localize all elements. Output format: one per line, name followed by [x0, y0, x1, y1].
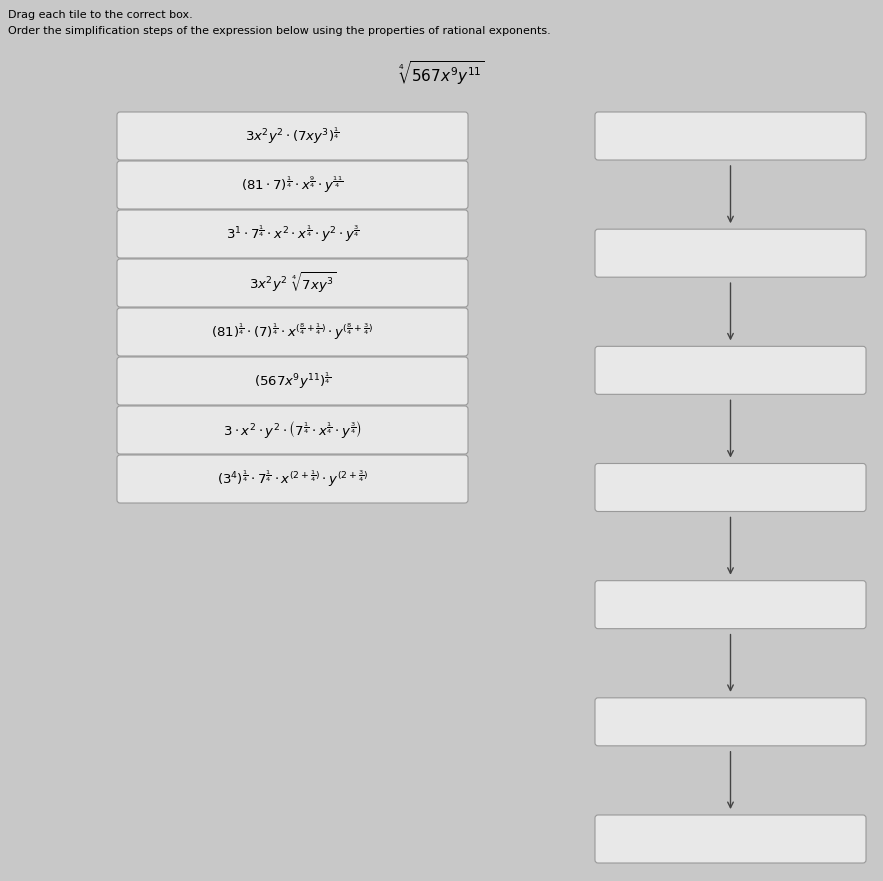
Text: $(567x^9y^{11})^{\frac{1}{4}}$: $(567x^9y^{11})^{\frac{1}{4}}$	[254, 371, 331, 391]
FancyBboxPatch shape	[595, 581, 866, 629]
Text: $(81 \cdot 7)^{\frac{1}{4}} \cdot x^{\frac{9}{4}} \cdot y^{\frac{11}{4}}$: $(81 \cdot 7)^{\frac{1}{4}} \cdot x^{\fr…	[241, 174, 343, 195]
FancyBboxPatch shape	[117, 161, 468, 209]
FancyBboxPatch shape	[117, 357, 468, 405]
FancyBboxPatch shape	[595, 698, 866, 746]
Text: $3 \cdot x^2 \cdot y^2 \cdot \left(7^{\frac{1}{4}} \cdot x^{\frac{1}{4}} \cdot y: $3 \cdot x^2 \cdot y^2 \cdot \left(7^{\f…	[223, 419, 362, 440]
FancyBboxPatch shape	[117, 308, 468, 356]
FancyBboxPatch shape	[595, 112, 866, 160]
Text: $\sqrt[4]{567x^9y^{11}}$: $\sqrt[4]{567x^9y^{11}}$	[398, 60, 485, 87]
FancyBboxPatch shape	[595, 229, 866, 278]
FancyBboxPatch shape	[595, 346, 866, 395]
Text: Order the simplification steps of the expression below using the properties of r: Order the simplification steps of the ex…	[8, 26, 551, 36]
FancyBboxPatch shape	[117, 406, 468, 454]
Text: $3x^2y^2\ \sqrt[4]{7xy^3}$: $3x^2y^2\ \sqrt[4]{7xy^3}$	[249, 270, 336, 295]
FancyBboxPatch shape	[595, 463, 866, 512]
Text: $3^1 \cdot 7^{\frac{1}{4}} \cdot x^2 \cdot x^{\frac{1}{4}} \cdot y^2 \cdot y^{\f: $3^1 \cdot 7^{\frac{1}{4}} \cdot x^2 \cd…	[226, 224, 359, 244]
FancyBboxPatch shape	[595, 815, 866, 863]
FancyBboxPatch shape	[117, 455, 468, 503]
Text: $(3^4)^{\frac{1}{4}} \cdot 7^{\frac{1}{4}} \cdot x^{(2+\frac{1}{4})} \cdot y^{(2: $(3^4)^{\frac{1}{4}} \cdot 7^{\frac{1}{4…	[217, 469, 368, 489]
FancyBboxPatch shape	[117, 112, 468, 160]
FancyBboxPatch shape	[117, 210, 468, 258]
Text: $3x^2y^2 \cdot (7xy^3)^{\frac{1}{4}}$: $3x^2y^2 \cdot (7xy^3)^{\frac{1}{4}}$	[245, 126, 340, 146]
Text: $(81)^{\frac{1}{4}} \cdot (7)^{\frac{1}{4}} \cdot x^{(\frac{8}{4}+\frac{1}{4})} : $(81)^{\frac{1}{4}} \cdot (7)^{\frac{1}{…	[211, 322, 374, 342]
FancyBboxPatch shape	[117, 259, 468, 307]
Text: Drag each tile to the correct box.: Drag each tile to the correct box.	[8, 10, 192, 20]
